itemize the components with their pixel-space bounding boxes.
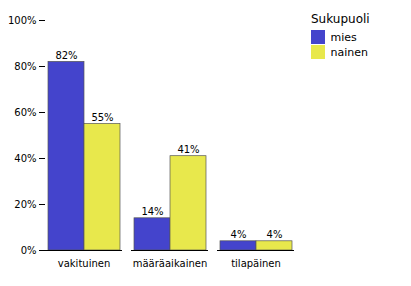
svg-text:82%: 82% xyxy=(55,50,77,61)
svg-text:tilapäinen: tilapäinen xyxy=(231,258,281,269)
svg-text:80%: 80% xyxy=(14,61,36,72)
html-text:Sukupuoli: Sukupuoli xyxy=(311,12,370,26)
svg-text:0%: 0% xyxy=(21,245,37,256)
svg-text:60%: 60% xyxy=(14,107,36,118)
svg-text:14%: 14% xyxy=(141,206,163,217)
svg-text:4%: 4% xyxy=(267,229,283,240)
html-text:mies: mies xyxy=(330,30,357,44)
svg-text:40%: 40% xyxy=(14,153,36,164)
svg-text:vakituinen: vakituinen xyxy=(58,258,110,269)
html-text:nainen: nainen xyxy=(330,45,368,59)
svg-text:41%: 41% xyxy=(177,144,199,155)
svg-text:määräaikainen: määräaikainen xyxy=(133,258,208,269)
svg-text:55%: 55% xyxy=(91,112,113,123)
svg-text:100%: 100% xyxy=(8,15,37,26)
svg-text:20%: 20% xyxy=(14,199,36,210)
svg-text:4%: 4% xyxy=(231,229,247,240)
